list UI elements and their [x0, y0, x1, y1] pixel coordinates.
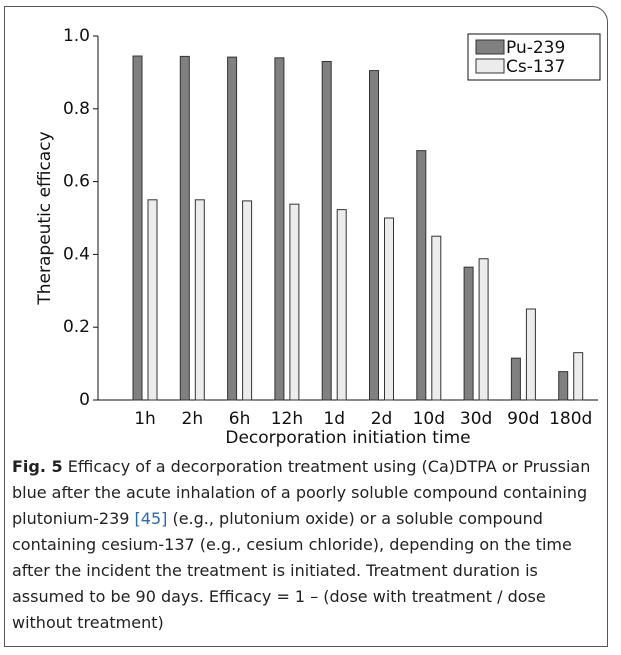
legend-swatch: [475, 39, 505, 55]
bar: [321, 60, 332, 401]
bar: [463, 266, 474, 401]
y-tick-label: 0.4: [63, 244, 90, 264]
chart: Therapeutic efficacy Decorporation initi…: [35, 26, 601, 448]
x-tick-label: 1d: [323, 409, 345, 429]
y-tick-label: 0: [79, 390, 90, 410]
bar: [416, 150, 427, 401]
legend-swatch: [475, 58, 505, 74]
bar: [194, 199, 205, 401]
caption-text: (e.g., plutonium oxide) or a soluble com…: [12, 509, 572, 632]
bar: [132, 55, 143, 401]
y-tick-label: 1.0: [63, 26, 90, 46]
y-tick-label: 0.6: [63, 172, 90, 192]
bar: [558, 371, 569, 401]
x-tick-label: 2d: [371, 409, 393, 429]
caption: Fig. 5 Efficacy of a decorporation treat…: [12, 454, 602, 636]
bar: [478, 258, 489, 401]
bar: [227, 56, 238, 401]
bar: [573, 352, 584, 401]
bar: [431, 235, 442, 401]
bar: [369, 70, 379, 401]
x-tick-label: 10d: [413, 409, 445, 429]
x-tick-label: 1h: [134, 409, 156, 429]
x-tick-label: 30d: [460, 409, 492, 429]
bar: [242, 200, 253, 401]
x-tick-label: 180d: [549, 409, 592, 429]
bar: [147, 199, 158, 401]
legend-label: Pu-239: [506, 38, 565, 58]
caption-label: Fig. 5: [12, 457, 63, 476]
bar: [289, 203, 300, 401]
y-axis-label: Therapeutic efficacy: [35, 131, 55, 305]
caption-text: Efficacy of a decorporation treatment us…: [12, 457, 591, 528]
y-tick-label: 0.2: [63, 317, 90, 337]
x-tick-label: 2h: [182, 409, 204, 429]
x-axis-label: Decorporation initiation time: [225, 428, 470, 448]
x-tick-label: 90d: [507, 409, 539, 429]
bar: [525, 308, 536, 401]
y-tick-label: 0.8: [63, 99, 90, 119]
bar: [384, 217, 394, 401]
bar: [510, 357, 521, 401]
bar: [336, 209, 347, 401]
figure-frame: [4, 6, 608, 647]
x-tick-label: 12h: [271, 409, 303, 429]
bar: [179, 55, 190, 401]
caption-reference[interactable]: [45]: [134, 509, 168, 528]
legend-label: Cs-137: [506, 57, 565, 77]
bar: [274, 57, 285, 401]
x-tick-label: 6h: [229, 409, 251, 429]
